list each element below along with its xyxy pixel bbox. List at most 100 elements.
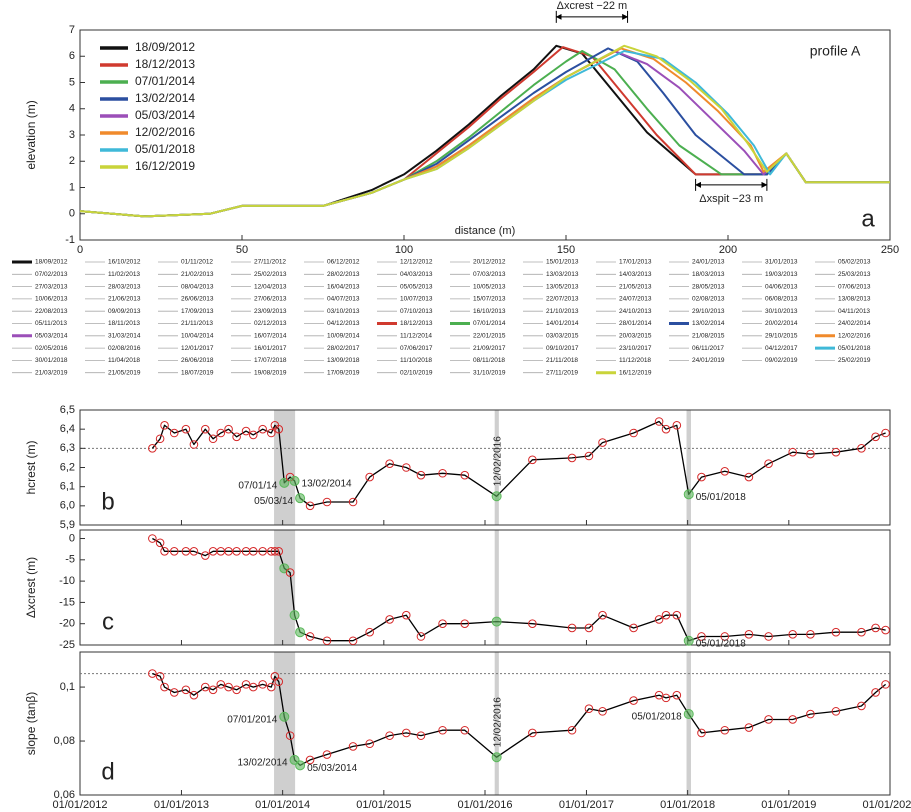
- marker: [831, 707, 841, 716]
- marker: [274, 424, 284, 434]
- highlighted-marker: [279, 563, 290, 574]
- y-tick-label: 6,1: [60, 481, 75, 493]
- legend-table-label: 21/05/2019: [108, 369, 141, 376]
- highlighted-marker: [289, 610, 300, 621]
- marker: [155, 671, 165, 681]
- marker: [401, 463, 411, 472]
- legend-table-label: 21/09/2017: [473, 345, 506, 352]
- highlighted-marker: [295, 627, 306, 638]
- legend-table-label: 23/09/2013: [254, 308, 287, 315]
- marker: [697, 472, 706, 482]
- marker: [764, 632, 773, 641]
- marker: [720, 467, 730, 476]
- legend-table-label: 22/08/2013: [35, 308, 68, 315]
- marker: [567, 623, 577, 633]
- marker: [528, 728, 537, 738]
- legend-table-label: 16/10/2012: [108, 259, 141, 266]
- legend-label: 13/02/2014: [135, 91, 195, 105]
- y-tick-label: 6,5: [60, 404, 75, 416]
- legend-table-label: 02/05/2016: [35, 345, 68, 352]
- marker: [248, 682, 258, 692]
- marker: [285, 731, 295, 740]
- legend-table-label: 29/10/2015: [765, 333, 798, 340]
- y-tick-label: 0,1: [60, 681, 75, 693]
- marker: [232, 432, 241, 442]
- legend-table-label: 15/01/2013: [546, 259, 579, 266]
- legend-table-label: 24/01/2013: [692, 259, 725, 266]
- marker: [258, 546, 267, 556]
- y-tick-label: 1: [69, 181, 75, 193]
- legend-table-label: 16/12/2019: [619, 369, 652, 376]
- x-axis-label: distance (m): [455, 225, 516, 237]
- legend-table-label: 06/08/2013: [765, 296, 798, 303]
- marker: [305, 501, 315, 511]
- shaded-period: [494, 530, 499, 645]
- legend-label: 07/01/2014: [135, 74, 195, 88]
- y-tick-label: 2: [69, 155, 75, 167]
- y-axis-label: hcrest (m): [24, 440, 38, 494]
- highlighted-marker: [491, 752, 502, 763]
- y-tick-label: 0: [69, 532, 75, 544]
- legend-table-label: 02/12/2013: [254, 320, 287, 327]
- legend-table-label: 04/07/2013: [327, 296, 360, 303]
- data-line: [79, 44, 890, 218]
- legend-table-label: 01/11/2012: [181, 259, 213, 266]
- legend-table-label: 27/03/2013: [35, 283, 68, 290]
- marker: [598, 610, 607, 620]
- marker: [857, 444, 866, 453]
- legend-table-label: 13/09/2018: [327, 357, 360, 364]
- legend-table-label: 24/01/2019: [692, 357, 725, 364]
- legend-table-label: 21/06/2013: [108, 296, 141, 303]
- legend-table-label: 06/12/2012: [327, 259, 360, 266]
- marker: [224, 682, 233, 692]
- legend-table-label: 16/04/2013: [327, 283, 360, 290]
- marker: [270, 546, 280, 556]
- y-tick-label: 6,3: [60, 442, 75, 454]
- marker: [305, 632, 315, 641]
- marker: [258, 424, 267, 434]
- x-tick-label: 200: [719, 244, 737, 256]
- legend-table-label: 17/07/2018: [254, 357, 287, 364]
- y-tick-label: -10: [59, 575, 75, 587]
- legend-table-label: 16/07/2014: [254, 333, 287, 340]
- marker: [672, 610, 682, 620]
- marker: [348, 497, 358, 507]
- data-line: [79, 47, 890, 218]
- marker: [224, 424, 233, 434]
- marker: [661, 610, 671, 620]
- legend-table-label: 31/10/2019: [473, 369, 506, 376]
- legend-table-label: 11/02/2013: [108, 271, 140, 278]
- y-tick-label: 6,2: [60, 461, 75, 473]
- y-tick-label: 0,08: [54, 735, 75, 747]
- legend-table-label: 21/08/2015: [692, 333, 725, 340]
- y-tick-label: -25: [59, 639, 75, 651]
- legend-table-label: 18/03/2013: [692, 271, 725, 278]
- marker: [697, 632, 706, 641]
- marker: [248, 430, 258, 440]
- shaded-period: [494, 652, 499, 795]
- marker: [806, 630, 815, 639]
- x-tick-label: 01/01/2012: [52, 799, 107, 811]
- x-tick-label: 100: [395, 244, 413, 256]
- marker: [241, 426, 251, 436]
- marker: [788, 715, 798, 724]
- marker: [460, 725, 470, 735]
- legend-table-label: 08/04/2013: [181, 283, 214, 290]
- marker: [438, 619, 447, 629]
- legend-table-label: 22/07/2013: [546, 296, 579, 303]
- marker: [857, 701, 866, 711]
- y-tick-label: -5: [65, 554, 75, 566]
- legend-table-label: 18/07/2019: [181, 369, 214, 376]
- legend-table-label: 04/11/2013: [838, 308, 870, 315]
- marker: [584, 704, 594, 713]
- legend-table-label: 31/03/2014: [108, 333, 141, 340]
- marker: [348, 742, 358, 751]
- legend-table-label: 16/01/2017: [254, 345, 287, 352]
- marker: [160, 546, 169, 556]
- legend-table-label: 28/01/2014: [619, 320, 652, 327]
- legend-table-label: 22/01/2015: [473, 333, 506, 340]
- legend-table-label: 29/10/2013: [692, 308, 725, 315]
- x-tick-label: 01/01/2020: [862, 799, 911, 811]
- legend-table-label: 20/03/2015: [619, 333, 652, 340]
- annotation: 05/03/14: [254, 496, 293, 507]
